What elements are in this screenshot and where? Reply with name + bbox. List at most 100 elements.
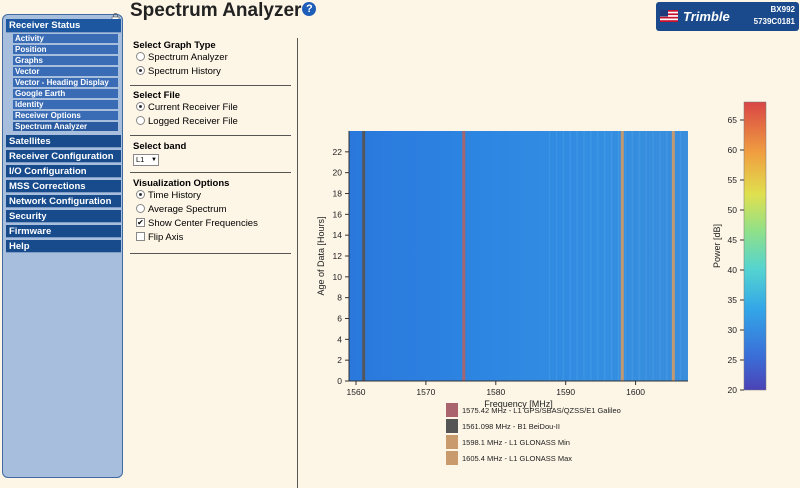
legend-swatch <box>446 403 458 417</box>
radio-label: Time History <box>148 190 201 201</box>
radio-average-spectrum[interactable]: Average Spectrum <box>136 203 227 216</box>
y-tick-label: 6 <box>337 314 342 324</box>
sidebar-section-mss-corrections[interactable]: MSS Corrections <box>6 180 121 193</box>
heatmap-texture-streak <box>595 131 596 381</box>
x-tick-label: 1590 <box>556 387 575 397</box>
sidebar-item-google-earth[interactable]: Google Earth <box>13 89 118 99</box>
heatmap-texture-streak <box>555 131 557 381</box>
x-tick-label: 1570 <box>416 387 435 397</box>
sidebar-section-security[interactable]: Security <box>6 210 121 223</box>
legend-swatch <box>446 419 458 433</box>
trimble-logo: Trimble <box>683 9 730 24</box>
x-tick-label: 1560 <box>347 387 366 397</box>
radio-button-icon[interactable] <box>136 115 145 125</box>
heatmap-texture-streak <box>574 131 576 381</box>
legend-label: 1605.4 MHz - L1 GLONASS Max <box>462 454 572 463</box>
heatmap-texture-streak <box>680 131 682 381</box>
heatmap-texture-streak <box>599 131 601 381</box>
radio-current-receiver-file[interactable]: Current Receiver File <box>136 101 238 114</box>
radio-label: Spectrum History <box>148 66 221 77</box>
sidebar-section-receiver-status[interactable]: Receiver Status <box>6 19 121 33</box>
sidebar-section-io-configuration[interactable]: I/O Configuration <box>6 165 121 178</box>
section-divider <box>130 172 291 173</box>
sidebar-item-receiver-options[interactable]: Receiver Options <box>13 111 118 121</box>
receiver-serial: 5739C0181 <box>753 17 795 26</box>
question-icon[interactable]: ? <box>302 2 317 16</box>
radio-spectrum-analyzer[interactable]: Spectrum Analyzer <box>136 51 228 64</box>
colorbar-tick-label: 20 <box>728 385 738 395</box>
heatmap-texture-streak <box>613 131 615 381</box>
section-divider <box>130 135 291 136</box>
page-title-text: Spectrum Analyzer <box>130 0 302 21</box>
radio-label: Spectrum Analyzer <box>148 52 228 63</box>
heatmap-texture-streak <box>645 131 647 381</box>
center-frequency-line <box>671 131 675 381</box>
y-tick-label: 8 <box>337 293 342 303</box>
heatmap-texture-streak <box>624 131 626 381</box>
heatmap-texture-streak <box>650 131 652 381</box>
heatmap-texture-streak <box>684 131 686 381</box>
heatmap-texture-streak <box>581 131 583 381</box>
page-title: Spectrum Analyzer? <box>130 0 317 22</box>
heatmap-texture-streak <box>666 131 668 381</box>
checkbox-flip-axis[interactable]: Flip Axis <box>136 231 183 244</box>
heatmap-texture-streak <box>670 131 672 381</box>
band-select-value: L1 <box>136 155 145 164</box>
y-tick-label: 14 <box>333 230 343 240</box>
heatmap-texture-streak <box>659 131 661 381</box>
colorbar <box>743 101 767 391</box>
y-tick-label: 22 <box>333 147 343 157</box>
section-divider <box>130 253 291 254</box>
colorbar-tick-label: 60 <box>728 145 738 155</box>
checkbox-checked-icon[interactable]: ✔ <box>136 217 145 227</box>
sidebar-section-firmware[interactable]: Firmware <box>6 225 121 238</box>
heatmap-texture-streak <box>569 131 571 381</box>
heatmap-texture-streak <box>597 131 599 381</box>
y-tick-label: 16 <box>333 209 343 219</box>
radio-button-icon[interactable] <box>136 51 145 61</box>
sidebar-item-vector[interactable]: Vector <box>13 67 118 77</box>
heatmap-texture-streak <box>618 131 619 381</box>
sidebar-section-help[interactable]: Help <box>6 240 121 253</box>
heatmap-texture-streak <box>652 131 654 381</box>
radio-time-history[interactable]: Time History <box>136 189 201 202</box>
heatmap-texture-streak <box>606 131 608 381</box>
sidebar-section-network-configuration[interactable]: Network Configuration <box>6 195 121 208</box>
sidebar-section-satellites[interactable]: Satellites <box>6 135 121 148</box>
legend-swatch <box>446 435 458 449</box>
checkbox-show-center-frequencies[interactable]: ✔ Show Center Frequencies <box>136 217 258 230</box>
sidebar-item-graphs[interactable]: Graphs <box>13 56 118 66</box>
radio-button-selected-icon[interactable] <box>136 101 145 111</box>
radio-spectrum-history[interactable]: Spectrum History <box>136 65 221 78</box>
heatmap-texture-streak <box>590 131 592 381</box>
checkbox-icon[interactable] <box>136 231 145 241</box>
sidebar-item-spectrum-analyzer[interactable]: Spectrum Analyzer <box>13 122 118 132</box>
sidebar-section-receiver-configuration[interactable]: Receiver Configuration <box>6 150 121 163</box>
receiver-model: BX992 <box>770 5 795 14</box>
heatmap-texture-streak <box>565 131 567 381</box>
radio-button-selected-icon[interactable] <box>136 189 145 199</box>
y-axis-label: Age of Data [Hours] <box>316 216 326 295</box>
band-select[interactable]: L1 ▼ <box>133 154 159 166</box>
radio-logged-receiver-file[interactable]: Logged Receiver File <box>136 115 238 128</box>
colorbar-tick-label: 55 <box>728 175 738 185</box>
y-tick-label: 2 <box>337 355 342 365</box>
radio-button-icon[interactable] <box>136 203 145 213</box>
heatmap-texture-streak <box>588 131 590 381</box>
spectrum-history-chart: 1560 1570 1580 1590 1600 0 2 4 6 8 10 12 14 16 18 20 22 F… <box>316 101 767 465</box>
heatmap-texture-streak <box>578 131 580 381</box>
us-flag-icon <box>660 10 678 22</box>
section-divider <box>130 85 291 86</box>
heatmap-texture-streak <box>638 131 640 381</box>
radio-button-selected-icon[interactable] <box>136 65 145 75</box>
sidebar-item-identity[interactable]: Identity <box>13 100 118 110</box>
checkbox-label: Show Center Frequencies <box>148 218 258 229</box>
heatmap-texture-streak <box>553 131 555 381</box>
heatmap-texture-streak <box>615 131 617 381</box>
sidebar-item-vector-heading-display[interactable]: Vector - Heading Display <box>13 78 118 88</box>
sidebar-item-activity[interactable]: Activity <box>13 34 118 44</box>
sidebar-item-position[interactable]: Position <box>13 45 118 55</box>
heatmap-texture-streak <box>629 131 631 381</box>
band-title: Select band <box>133 141 187 152</box>
receiver-badge: Trimble BX992 5739C0181 <box>656 2 799 31</box>
